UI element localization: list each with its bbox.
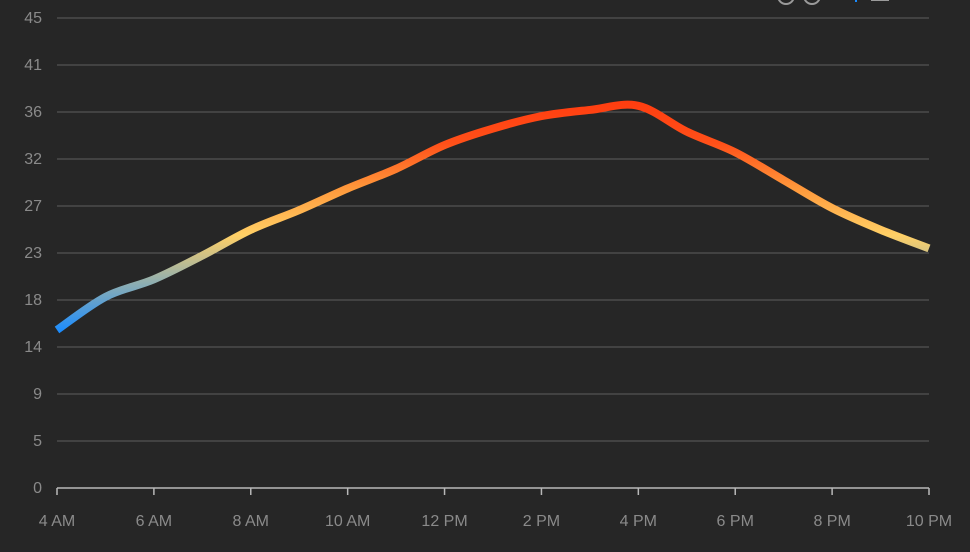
series [54,100,931,334]
y-tick-label: 9 [33,386,42,403]
x-tick-label: 8 AM [233,513,269,530]
y-tick-label: 36 [24,104,42,121]
y-tick-label: 32 [24,151,42,168]
series-line [54,100,931,334]
gridlines [57,17,929,442]
y-tick-label: 45 [24,10,42,27]
y-tick-label: 23 [24,245,42,262]
zoom-icon[interactable] [777,0,795,5]
y-axis-tick-labels: 0 5 9 14 18 23 27 32 36 41 45 [24,10,42,497]
x-tick-label: 10 AM [325,513,370,530]
y-tick-label: 18 [24,292,42,309]
x-tick-label: 2 PM [523,513,560,530]
x-tick-label: 4 AM [39,513,75,530]
x-tick-label: 10 PM [906,513,952,530]
pan-icon[interactable] [803,0,821,5]
x-axis [56,487,930,495]
x-tick-label: 8 PM [813,513,850,530]
x-tick-label: 6 AM [136,513,172,530]
y-tick-label: 27 [24,198,42,215]
x-axis-tick-labels: 4 AM 6 AM 8 AM 10 AM 12 PM 2 PM 4 PM 6 PM 8 PM 10… [39,513,952,530]
y-tick-label: 0 [33,480,42,497]
y-tick-label: 41 [24,57,42,74]
y-tick-label: 5 [33,433,42,450]
x-tick-label: 4 PM [620,513,657,530]
x-tick-label: 12 PM [421,513,467,530]
x-tick-label: 6 PM [717,513,754,530]
chart-toolbar[interactable] [777,0,922,5]
y-tick-label: 14 [24,339,42,356]
